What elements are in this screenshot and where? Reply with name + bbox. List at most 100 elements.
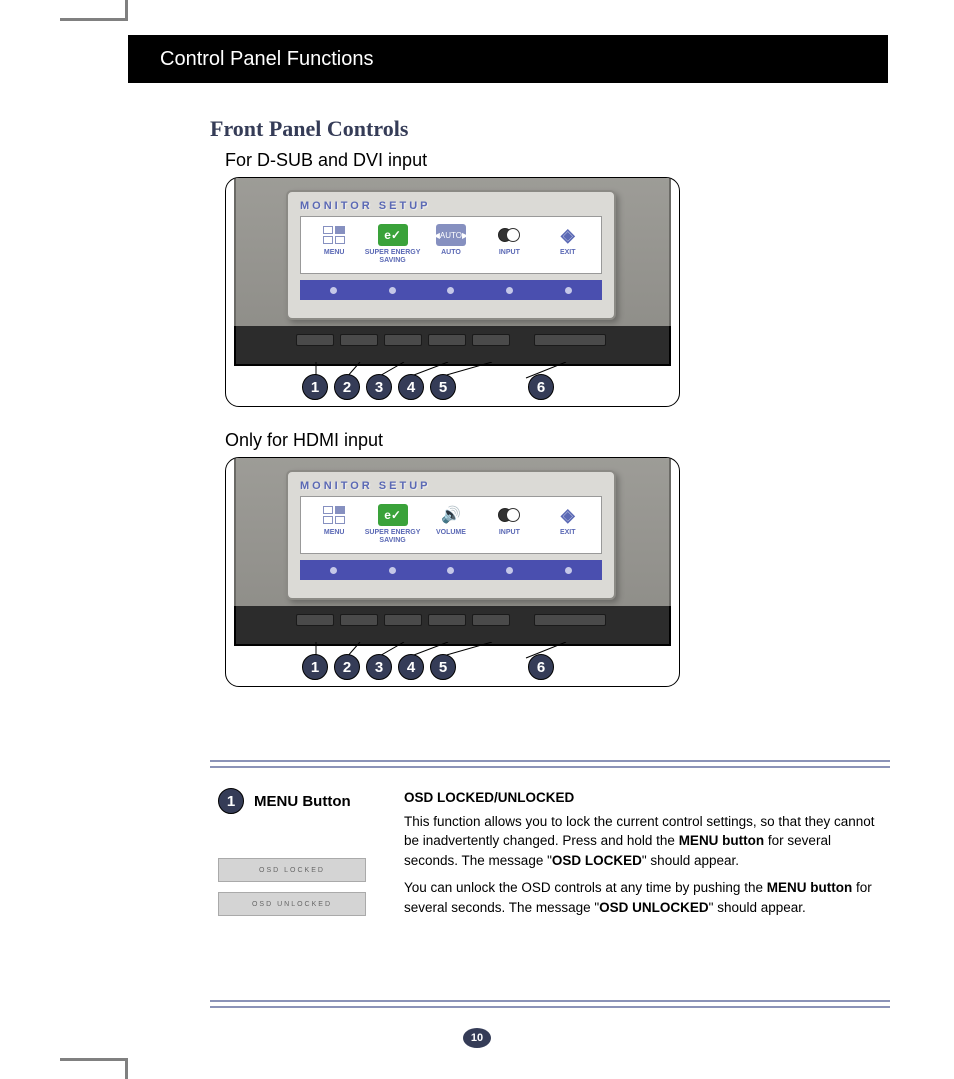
- text: You can unlock the OSD controls at any t…: [404, 880, 767, 895]
- marker-circle: 5: [430, 654, 456, 680]
- osd-dot: [389, 567, 396, 574]
- figure1-caption: For D-SUB and DVI input: [225, 150, 680, 171]
- section-title: Front Panel Controls: [210, 116, 408, 142]
- osd-dot: [330, 287, 337, 294]
- crop-mark: [125, 1059, 128, 1079]
- physical-button-power: [534, 334, 606, 346]
- osd-label: AUTO: [441, 249, 461, 257]
- marker-circle: 4: [398, 654, 424, 680]
- description-heading: OSD LOCKED/UNLOCKED: [404, 788, 888, 808]
- crop-mark: [60, 18, 128, 21]
- osd-item-energy: e✓ SUPER ENERGY SAVING: [365, 503, 421, 544]
- osd-item-menu: MENU: [306, 223, 362, 257]
- monitor-illustration: MONITOR SETUP MENU e✓ SUPER ENERGY SAVIN…: [225, 457, 680, 687]
- marker-circle: 4: [398, 374, 424, 400]
- osd-panel: MONITOR SETUP MENU e✓ SUPER ENERGY SAVIN…: [286, 470, 616, 600]
- monitor-bezel-dark: [234, 606, 671, 646]
- description-p1: This function allows you to lock the cur…: [404, 812, 888, 871]
- exit-icon: ◈: [553, 223, 583, 247]
- menu-icon: [319, 503, 349, 527]
- osd-label: VOLUME: [436, 529, 466, 537]
- button-name: MENU Button: [254, 793, 351, 810]
- marker-circle: 2: [334, 654, 360, 680]
- marker-circle: 1: [302, 374, 328, 400]
- bold-text: OSD UNLOCKED: [599, 900, 709, 915]
- physical-button: [296, 334, 334, 346]
- osd-label: MENU: [324, 529, 345, 537]
- text: " should appear.: [642, 853, 739, 868]
- section-divider: [210, 1000, 890, 1008]
- osd-items: MENU e✓ SUPER ENERGY SAVING 🔊 VOLUME INP…: [300, 496, 602, 554]
- marker-circle: 2: [334, 374, 360, 400]
- osd-label: EXIT: [560, 249, 576, 257]
- description-block: 1 MENU Button OSD LOCKED OSD UNLOCKED OS…: [218, 788, 888, 925]
- osd-label: MENU: [324, 249, 345, 257]
- physical-button: [340, 334, 378, 346]
- osd-label: EXIT: [560, 529, 576, 537]
- osd-label: SUPER ENERGY SAVING: [365, 529, 421, 544]
- description-p2: You can unlock the OSD controls at any t…: [404, 878, 888, 917]
- marker-circle: 5: [430, 374, 456, 400]
- eco-icon: e✓: [378, 503, 408, 527]
- crop-mark: [125, 0, 128, 20]
- osd-item-auto: ◀AUTO▶ AUTO: [423, 223, 479, 257]
- exit-icon: ◈: [553, 503, 583, 527]
- input-port-icon: [494, 503, 524, 527]
- description-text: OSD LOCKED/UNLOCKED This function allows…: [404, 788, 888, 925]
- osd-unlocked-message: OSD UNLOCKED: [218, 892, 366, 916]
- figure-hdmi: Only for HDMI input MONITOR SETUP MENU: [225, 430, 680, 687]
- osd-dot: [389, 287, 396, 294]
- marker-circle: 1: [218, 788, 244, 814]
- osd-item-exit: ◈ EXIT: [540, 503, 596, 537]
- marker-row: 1 2 3 4 5 6: [226, 654, 679, 680]
- figure-dsub-dvi: For D-SUB and DVI input MONITOR SETUP ME…: [225, 150, 680, 407]
- osd-label: INPUT: [499, 529, 520, 537]
- physical-buttons-row: [296, 614, 606, 626]
- description-left: 1 MENU Button OSD LOCKED OSD UNLOCKED: [218, 788, 386, 925]
- menu-icon: [319, 223, 349, 247]
- osd-dot: [330, 567, 337, 574]
- osd-dot: [506, 567, 513, 574]
- input-port-icon: [494, 223, 524, 247]
- osd-dot: [447, 287, 454, 294]
- osd-items: MENU e✓ SUPER ENERGY SAVING ◀AUTO▶ AUTO …: [300, 216, 602, 274]
- header-bar: Control Panel Functions: [128, 35, 888, 83]
- physical-button: [296, 614, 334, 626]
- text: " should appear.: [709, 900, 806, 915]
- physical-button: [428, 334, 466, 346]
- osd-dot-row: [300, 560, 602, 580]
- osd-item-volume: 🔊 VOLUME: [423, 503, 479, 537]
- marker-row: 1 2 3 4 5 6: [226, 374, 679, 400]
- figure2-caption: Only for HDMI input: [225, 430, 680, 451]
- physical-button: [384, 614, 422, 626]
- section-divider: [210, 760, 890, 768]
- button-heading-row: 1 MENU Button: [218, 788, 386, 814]
- auto-icon: ◀AUTO▶: [436, 223, 466, 247]
- bold-text: OSD LOCKED: [552, 853, 642, 868]
- eco-icon: e✓: [378, 223, 408, 247]
- osd-dot: [447, 567, 454, 574]
- manual-page: Control Panel Functions Front Panel Cont…: [0, 0, 954, 1079]
- marker-circle: 3: [366, 374, 392, 400]
- marker-circle: 1: [302, 654, 328, 680]
- physical-buttons-row: [296, 334, 606, 346]
- header-title: Control Panel Functions: [160, 48, 373, 71]
- page-number: 10: [463, 1028, 491, 1048]
- bold-text: MENU button: [679, 833, 764, 848]
- physical-button: [340, 614, 378, 626]
- osd-label: SUPER ENERGY SAVING: [365, 249, 421, 264]
- osd-item-input: INPUT: [481, 223, 537, 257]
- osd-item-energy: e✓ SUPER ENERGY SAVING: [365, 223, 421, 264]
- osd-label: INPUT: [499, 249, 520, 257]
- marker-circle: 3: [366, 654, 392, 680]
- marker-circle: 6: [528, 374, 554, 400]
- osd-dot: [565, 567, 572, 574]
- bold-text: MENU button: [767, 880, 852, 895]
- osd-dot: [506, 287, 513, 294]
- osd-item-exit: ◈ EXIT: [540, 223, 596, 257]
- physical-button: [472, 614, 510, 626]
- osd-panel: MONITOR SETUP MENU e✓ SUPER ENERGY SAVIN…: [286, 190, 616, 320]
- marker-circle: 6: [528, 654, 554, 680]
- physical-button: [472, 334, 510, 346]
- monitor-bezel-dark: [234, 326, 671, 366]
